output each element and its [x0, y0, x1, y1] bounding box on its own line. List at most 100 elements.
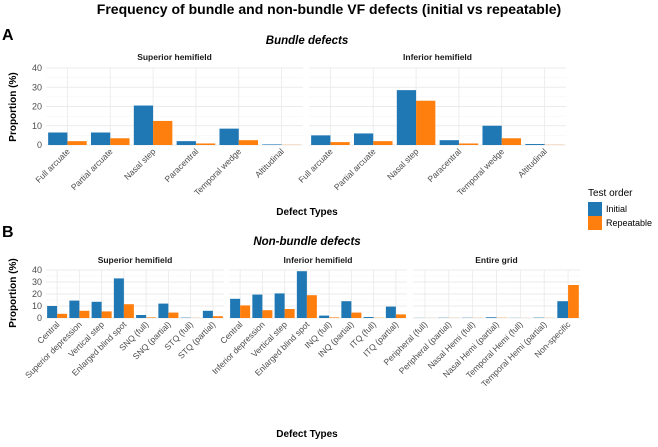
bar-initial [440, 140, 459, 145]
bar-repeatable [124, 304, 134, 318]
facet-title: Superior hemifield [98, 255, 173, 265]
x-tick-label: Altitudinal [253, 146, 286, 179]
bar-initial [354, 133, 373, 145]
facet-title: Inferior hemifield [284, 255, 353, 265]
bar-repeatable [459, 143, 478, 145]
bar-initial [252, 295, 262, 318]
panel-a-subtitle: Bundle defects [266, 35, 348, 47]
y-tick-label: 20 [32, 289, 42, 299]
bar-initial [482, 126, 501, 145]
panel-b-xlabel: Defect Types [276, 429, 338, 440]
bar-repeatable [307, 295, 317, 318]
bar-initial [134, 106, 153, 145]
y-tick-label: 20 [32, 102, 42, 112]
bar-repeatable [57, 314, 67, 318]
bar-initial [297, 271, 307, 318]
bar-initial [48, 132, 67, 145]
bar-repeatable [351, 313, 361, 318]
x-tick-label: Full arcuate [296, 146, 335, 185]
bar-repeatable [146, 317, 156, 318]
bar-initial [341, 301, 351, 318]
bar-repeatable [416, 101, 435, 145]
bar-initial [486, 317, 497, 318]
bar-initial [364, 317, 374, 318]
bar-repeatable [168, 313, 178, 318]
legend-title: Test order [588, 188, 633, 199]
bar-initial [397, 90, 416, 145]
bar-initial [219, 129, 238, 145]
bar-repeatable [67, 141, 86, 145]
bar-initial [230, 299, 240, 318]
bar-repeatable [285, 309, 295, 318]
bar-initial [114, 278, 124, 318]
bar-initial [69, 301, 79, 318]
panel-b-ylabel: Proportion (%) [8, 258, 19, 327]
bar-repeatable [262, 310, 272, 318]
bar-repeatable [568, 285, 579, 318]
x-tick-label: Altitudinal [516, 146, 549, 179]
y-tick-label: 40 [32, 265, 42, 275]
y-tick-label: 0 [37, 313, 42, 323]
bar-initial [311, 135, 330, 145]
bar-repeatable [79, 311, 89, 318]
facet-title: Inferior hemifield [403, 52, 472, 62]
bar-repeatable [396, 314, 406, 318]
bar-initial [91, 132, 110, 145]
panel-a-xlabel: Defect Types [276, 207, 338, 218]
panel-b-label: B [2, 224, 14, 241]
bar-repeatable [213, 316, 223, 318]
facet-title: Entire grid [475, 255, 518, 265]
legend-label-initial: Initial [606, 204, 627, 214]
panel-b-subtitle: Non-bundle defects [253, 236, 360, 248]
x-tick-label: Paracentral [163, 146, 201, 184]
bar-initial [203, 311, 213, 318]
y-tick-label: 10 [32, 301, 42, 311]
bar-initial [158, 304, 168, 318]
bar-repeatable [110, 138, 129, 145]
bar-initial [92, 302, 102, 318]
y-tick-label: 30 [32, 277, 42, 287]
figure-title: Frequency of bundle and non-bundle VF de… [97, 1, 561, 17]
bar-initial [136, 315, 146, 318]
bar-repeatable [239, 140, 258, 145]
x-tick-label: Paracentral [426, 146, 464, 184]
panel-a-label: A [2, 27, 14, 44]
bar-repeatable [329, 317, 339, 318]
bar-repeatable [240, 305, 250, 318]
bar-repeatable [373, 141, 392, 145]
bar-repeatable [330, 142, 349, 145]
y-tick-label: 0 [37, 140, 42, 150]
bar-repeatable [153, 121, 172, 145]
bar-initial [177, 141, 196, 145]
y-tick-label: 10 [32, 121, 42, 131]
y-tick-label: 40 [32, 63, 42, 73]
x-tick-label: Partial arcuate [69, 146, 115, 192]
bar-initial [262, 144, 281, 145]
bar-initial [275, 293, 285, 318]
bar-repeatable [196, 143, 215, 145]
legend-label-repeatable: Repeatable [606, 218, 652, 228]
x-tick-label: Full arcuate [33, 146, 72, 185]
y-tick-label: 30 [32, 82, 42, 92]
bar-initial [319, 316, 329, 318]
bar-initial [557, 301, 568, 318]
x-tick-label: Nasal step [122, 146, 158, 182]
facet-title: Superior hemifield [137, 52, 212, 62]
panel-a-ylabel: Proportion (%) [8, 72, 19, 141]
x-tick-label: Nasal step [385, 146, 421, 182]
legend: Test order Initial Repeatable [588, 188, 652, 230]
bar-repeatable [102, 311, 112, 318]
bar-initial [386, 307, 396, 318]
legend-swatch-initial [588, 202, 602, 216]
x-tick-label: Partial arcuate [332, 146, 378, 192]
bar-repeatable [502, 138, 521, 145]
legend-swatch-repeatable [588, 216, 602, 230]
bar-initial [47, 306, 57, 318]
